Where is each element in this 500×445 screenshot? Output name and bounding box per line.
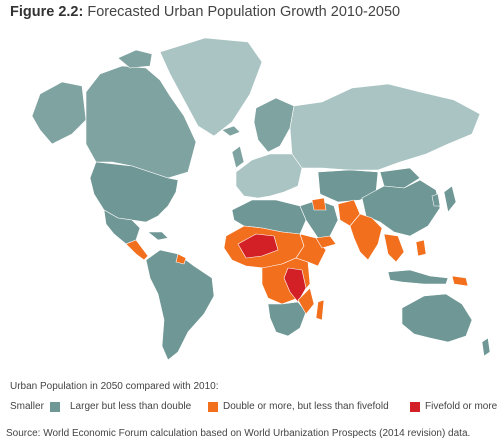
legend-label-double: Double or more, but less than fivefold xyxy=(223,401,389,412)
region-usa xyxy=(89,161,179,223)
region-guyana xyxy=(175,253,187,265)
legend-item-smaller: Smaller xyxy=(10,401,60,412)
legend-swatch-fivefold xyxy=(410,401,420,412)
region-southeast-asia xyxy=(383,233,405,263)
region-mozambique xyxy=(297,287,315,315)
region-arabia-growth xyxy=(315,235,337,249)
world-map xyxy=(31,37,491,361)
region-philippines xyxy=(415,239,427,257)
source-note: Source: World Economic Forum calculation… xyxy=(6,428,471,439)
region-arctic-islands xyxy=(117,49,153,69)
legend-item-fivefold: Fivefold or more xyxy=(410,401,497,412)
region-png xyxy=(451,275,469,287)
region-korea xyxy=(431,193,441,207)
region-iceland xyxy=(221,125,241,137)
region-alaska xyxy=(31,81,87,145)
region-china xyxy=(361,179,441,237)
legend-item-larger: Larger but less than double xyxy=(70,401,191,412)
region-india xyxy=(349,213,383,261)
figure-title: Figure 2.2: Forecasted Urban Population … xyxy=(10,4,400,20)
legend-heading: Urban Population in 2050 compared with 2… xyxy=(10,381,219,392)
region-mongolia xyxy=(379,167,421,189)
region-central-america xyxy=(125,239,149,261)
legend-swatch-double xyxy=(208,401,218,412)
region-iraq xyxy=(311,197,327,211)
figure-title-text: Forecasted Urban Population Growth 2010-… xyxy=(87,4,401,20)
legend-label-smaller: Smaller xyxy=(10,401,44,412)
legend-item-double: Double or more, but less than fivefold xyxy=(208,401,389,412)
region-japan xyxy=(443,185,457,213)
legend-label-fivefold: Fivefold or more xyxy=(425,401,498,412)
region-russia xyxy=(289,83,481,171)
region-south-america xyxy=(145,249,215,361)
region-southern-africa xyxy=(267,301,307,337)
region-madagascar xyxy=(315,299,325,321)
region-indonesia xyxy=(387,269,449,285)
region-australia xyxy=(401,293,473,343)
region-greenland xyxy=(159,37,263,137)
region-new-zealand xyxy=(481,337,491,357)
region-caribbean xyxy=(147,231,169,241)
region-uk xyxy=(231,145,245,169)
figure-title-prefix: Figure 2.2: xyxy=(10,4,84,20)
legend-label-larger: Larger but less than double xyxy=(70,401,192,412)
legend-swatch-smaller xyxy=(49,401,60,412)
region-sahel-fivefold xyxy=(237,233,279,259)
region-europe xyxy=(235,153,303,199)
region-scandinavia xyxy=(253,97,295,153)
